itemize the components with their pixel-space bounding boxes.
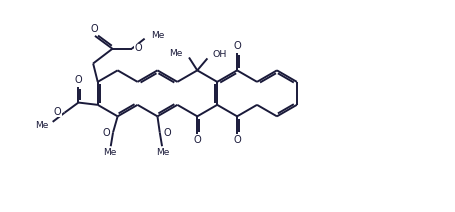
Text: Me: Me	[156, 148, 169, 157]
Text: O: O	[233, 42, 240, 52]
Text: O: O	[135, 43, 142, 53]
Text: Me: Me	[169, 49, 182, 58]
Text: O: O	[193, 135, 201, 145]
Text: O: O	[233, 135, 240, 145]
Text: O: O	[90, 24, 98, 34]
Text: Me: Me	[35, 121, 49, 130]
Text: Me: Me	[151, 31, 164, 40]
Text: OH: OH	[212, 50, 227, 59]
Text: Me: Me	[103, 148, 117, 157]
Text: O: O	[74, 75, 81, 85]
Text: O: O	[163, 128, 171, 138]
Text: O: O	[102, 128, 110, 138]
Text: O: O	[53, 107, 61, 117]
